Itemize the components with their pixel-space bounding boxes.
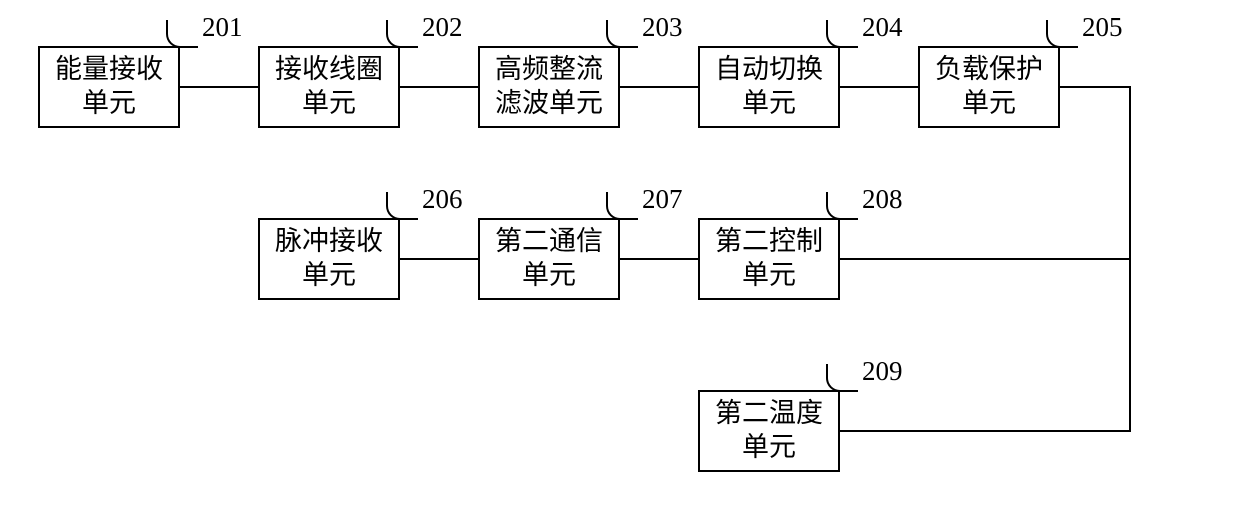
connector-in-n208 [840, 258, 1130, 260]
block-label-206: 脉冲接收 单元 [275, 225, 383, 293]
connector-in-n209 [840, 430, 1130, 432]
connector-n204-n205 [840, 86, 918, 88]
block-202: 接收线圈 单元 [258, 46, 400, 128]
block-label-205: 负载保护 单元 [935, 53, 1043, 121]
connector-n207-n208 [620, 258, 698, 260]
leader-209 [826, 364, 858, 392]
block-diagram: 能量接收 单元 201 接收线圈 单元 202 高频整流 滤波单元 203 自动切换 单元 2… [0, 0, 1240, 526]
block-number-203: 203 [642, 12, 683, 43]
connector-n206-n207 [400, 258, 478, 260]
block-label-207: 第二通信 单元 [495, 225, 603, 293]
block-209: 第二温度 单元 [698, 390, 840, 472]
block-207: 第二通信 单元 [478, 218, 620, 300]
leader-201 [166, 20, 198, 48]
connector-n202-n203 [400, 86, 478, 88]
leader-206 [386, 192, 418, 220]
block-203: 高频整流 滤波单元 [478, 46, 620, 128]
leader-208 [826, 192, 858, 220]
block-number-204: 204 [862, 12, 903, 43]
block-number-205: 205 [1082, 12, 1123, 43]
block-number-209: 209 [862, 356, 903, 387]
block-204: 自动切换 单元 [698, 46, 840, 128]
block-label-204: 自动切换 单元 [715, 53, 823, 121]
block-number-207: 207 [642, 184, 683, 215]
block-number-206: 206 [422, 184, 463, 215]
connector-stub-n205 [1060, 86, 1130, 88]
block-label-202: 接收线圈 单元 [275, 53, 383, 121]
block-208: 第二控制 单元 [698, 218, 840, 300]
leader-203 [606, 20, 638, 48]
block-label-201: 能量接收 单元 [55, 53, 163, 121]
block-206: 脉冲接收 单元 [258, 218, 400, 300]
connector-n203-n204 [620, 86, 698, 88]
connector-n201-n202 [180, 86, 258, 88]
block-label-209: 第二温度 单元 [715, 397, 823, 465]
block-label-208: 第二控制 单元 [715, 225, 823, 293]
block-201: 能量接收 单元 [38, 46, 180, 128]
block-number-201: 201 [202, 12, 243, 43]
leader-205 [1046, 20, 1078, 48]
block-number-208: 208 [862, 184, 903, 215]
leader-207 [606, 192, 638, 220]
connector-drop-n205-n209 [1129, 86, 1131, 432]
block-label-203: 高频整流 滤波单元 [495, 53, 603, 121]
leader-204 [826, 20, 858, 48]
leader-202 [386, 20, 418, 48]
block-number-202: 202 [422, 12, 463, 43]
block-205: 负载保护 单元 [918, 46, 1060, 128]
